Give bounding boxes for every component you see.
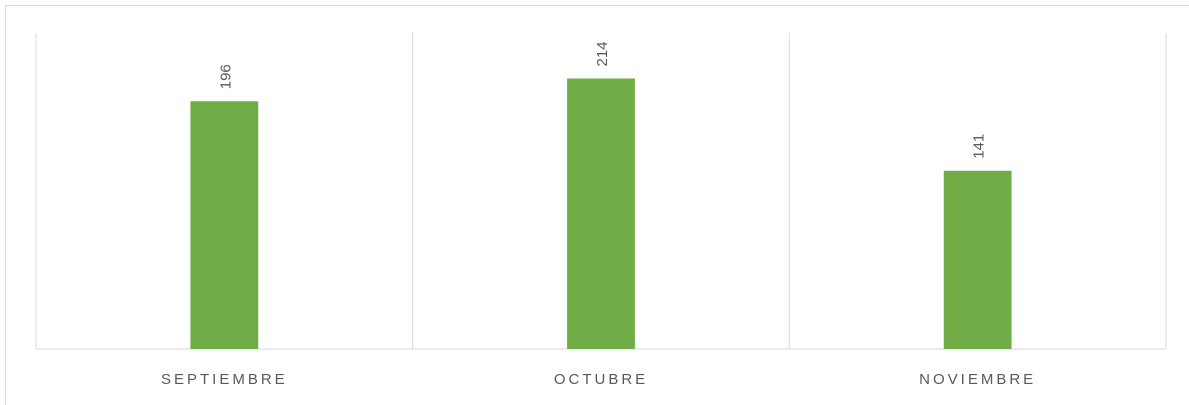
x-tick-label: SEPTIEMBRE (161, 371, 288, 388)
x-tick-label: NOVIEMBRE (919, 371, 1036, 388)
bar (567, 78, 635, 349)
chart-border (5, 5, 1189, 405)
x-tick-label: OCTUBRE (554, 371, 648, 388)
bar (190, 101, 259, 349)
data-label: 196 (217, 64, 234, 89)
bar (943, 170, 1012, 349)
data-label: 141 (971, 134, 988, 159)
data-label: 214 (594, 41, 611, 66)
